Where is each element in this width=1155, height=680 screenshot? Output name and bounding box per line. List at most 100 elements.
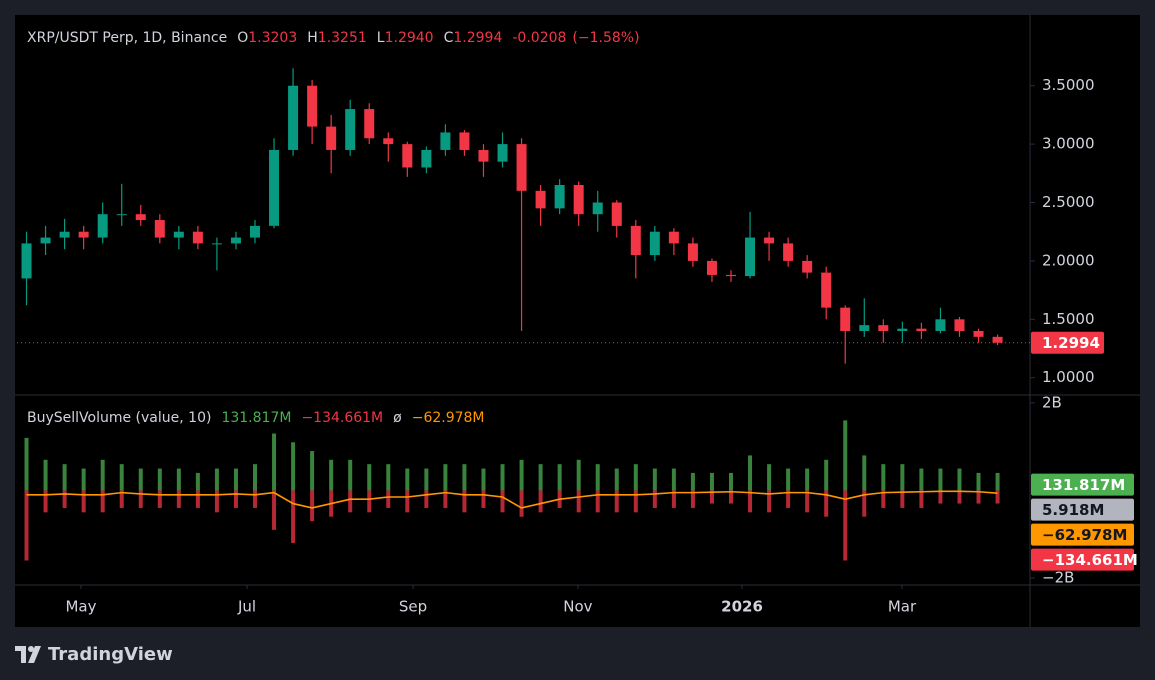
- candle-body: [783, 243, 794, 261]
- axis-tag-label: −62.978M: [1042, 526, 1127, 544]
- candle-body: [402, 144, 413, 168]
- volume-bar: [100, 459, 105, 491]
- candle-body: [307, 85, 318, 127]
- volume-bar: [424, 490, 429, 508]
- candle-body: [706, 260, 717, 275]
- volume-bar: [709, 490, 714, 504]
- volume-bar: [500, 464, 505, 491]
- ohlc-value: 1.2994: [453, 30, 502, 46]
- indicator-legend: BuySellVolume (value, 10) 131.817M −134.66…: [27, 410, 485, 426]
- volume-bar: [938, 490, 943, 504]
- volume-bar: [81, 468, 86, 491]
- candle-body: [326, 126, 337, 150]
- volume-bar: [805, 490, 810, 513]
- candle-body: [116, 214, 127, 216]
- volume-bar: [348, 459, 353, 491]
- volume-bar: [957, 468, 962, 491]
- candle-body: [250, 225, 260, 238]
- volume-bar: [881, 490, 886, 508]
- volume-bar: [62, 490, 67, 508]
- volume-bar: [976, 490, 981, 504]
- volume-bar: [405, 468, 410, 491]
- header: XRP/USDT Perp, 1D, Binance O1.3203 H1.3251…: [27, 30, 640, 46]
- volume-bar: [900, 490, 905, 508]
- volume-bar: [138, 490, 143, 508]
- volume-bar: [557, 464, 562, 491]
- y-tick-label: 1.0000: [1042, 368, 1095, 386]
- y-tick-label: 2B: [1042, 393, 1062, 411]
- y-tick-label: 2.0000: [1042, 251, 1095, 269]
- volume-bar: [729, 490, 733, 504]
- volume-bar: [824, 490, 829, 517]
- y-tick-label: −2B: [1042, 568, 1074, 586]
- volume-bar: [652, 468, 657, 491]
- volume-bar: [576, 459, 581, 491]
- volume-bar: [386, 490, 391, 508]
- volume-bar: [862, 455, 867, 491]
- volume-bar: [443, 464, 448, 491]
- volume-bar: [253, 490, 257, 508]
- volume-bar: [462, 464, 467, 491]
- volume-bar: [367, 464, 372, 491]
- x-tick-label: 2026: [721, 598, 763, 616]
- x-tick-label: Nov: [563, 598, 592, 616]
- volume-bar: [481, 468, 486, 491]
- candle-body: [592, 202, 603, 215]
- volume-bar: [24, 490, 29, 561]
- volume-bar: [900, 464, 905, 491]
- candle-body: [649, 231, 660, 256]
- brand-logo: [15, 646, 41, 663]
- volume-bar: [709, 472, 714, 491]
- axis-tag: [1031, 331, 1104, 354]
- volume-bar: [405, 490, 410, 513]
- volume-bar: [652, 490, 657, 508]
- volume-bar: [805, 468, 810, 491]
- legend-separator: ø: [393, 410, 402, 426]
- volume-bar: [595, 464, 600, 491]
- candle-body: [745, 237, 756, 277]
- axis-tag-label: 1.2994: [1042, 334, 1100, 352]
- candle-body: [459, 132, 470, 150]
- volume-bar: [767, 490, 772, 513]
- y-tick-label: 3.0000: [1042, 135, 1095, 153]
- candle-body: [935, 319, 946, 331]
- volume-bar: [500, 490, 505, 513]
- volume-bar: [919, 468, 924, 491]
- volume-bar: [43, 459, 48, 491]
- volume-bar: [843, 420, 848, 491]
- candle-body: [288, 85, 299, 150]
- candle-body: [611, 202, 622, 226]
- volume-bar: [690, 472, 695, 491]
- volume-bar: [367, 490, 372, 513]
- volume-bar: [976, 472, 981, 491]
- candle-body: [859, 325, 870, 331]
- x-tick-label: Sep: [399, 598, 427, 616]
- ohlc-value: 1.2940: [385, 30, 434, 46]
- y-tick-label: 1.5000: [1042, 310, 1095, 328]
- volume-bar: [462, 490, 467, 513]
- candle-body: [802, 260, 813, 273]
- candle-body: [916, 328, 927, 331]
- chart-panel: [15, 15, 1140, 627]
- candle-body: [821, 272, 832, 308]
- candle-body: [573, 184, 584, 215]
- candle-body: [440, 132, 451, 150]
- volume-bar: [119, 464, 124, 491]
- brand: TradingView: [48, 644, 173, 665]
- volume-bar: [138, 468, 143, 491]
- volume-bar: [824, 459, 829, 491]
- candle-body: [973, 330, 984, 337]
- candle-body: [154, 220, 165, 238]
- volume-bar: [671, 468, 676, 491]
- candle-body: [59, 231, 70, 238]
- ohlc-letter: O: [237, 30, 248, 46]
- volume-bar: [233, 490, 238, 508]
- volume-bar: [538, 464, 543, 491]
- candle-body: [97, 214, 108, 238]
- volume-bar: [862, 490, 867, 517]
- volume-bar: [919, 490, 924, 508]
- legend-value: 131.817M: [221, 410, 291, 426]
- axis-tag: [1031, 473, 1134, 496]
- volume-bar: [481, 490, 486, 508]
- volume-bar: [310, 451, 315, 491]
